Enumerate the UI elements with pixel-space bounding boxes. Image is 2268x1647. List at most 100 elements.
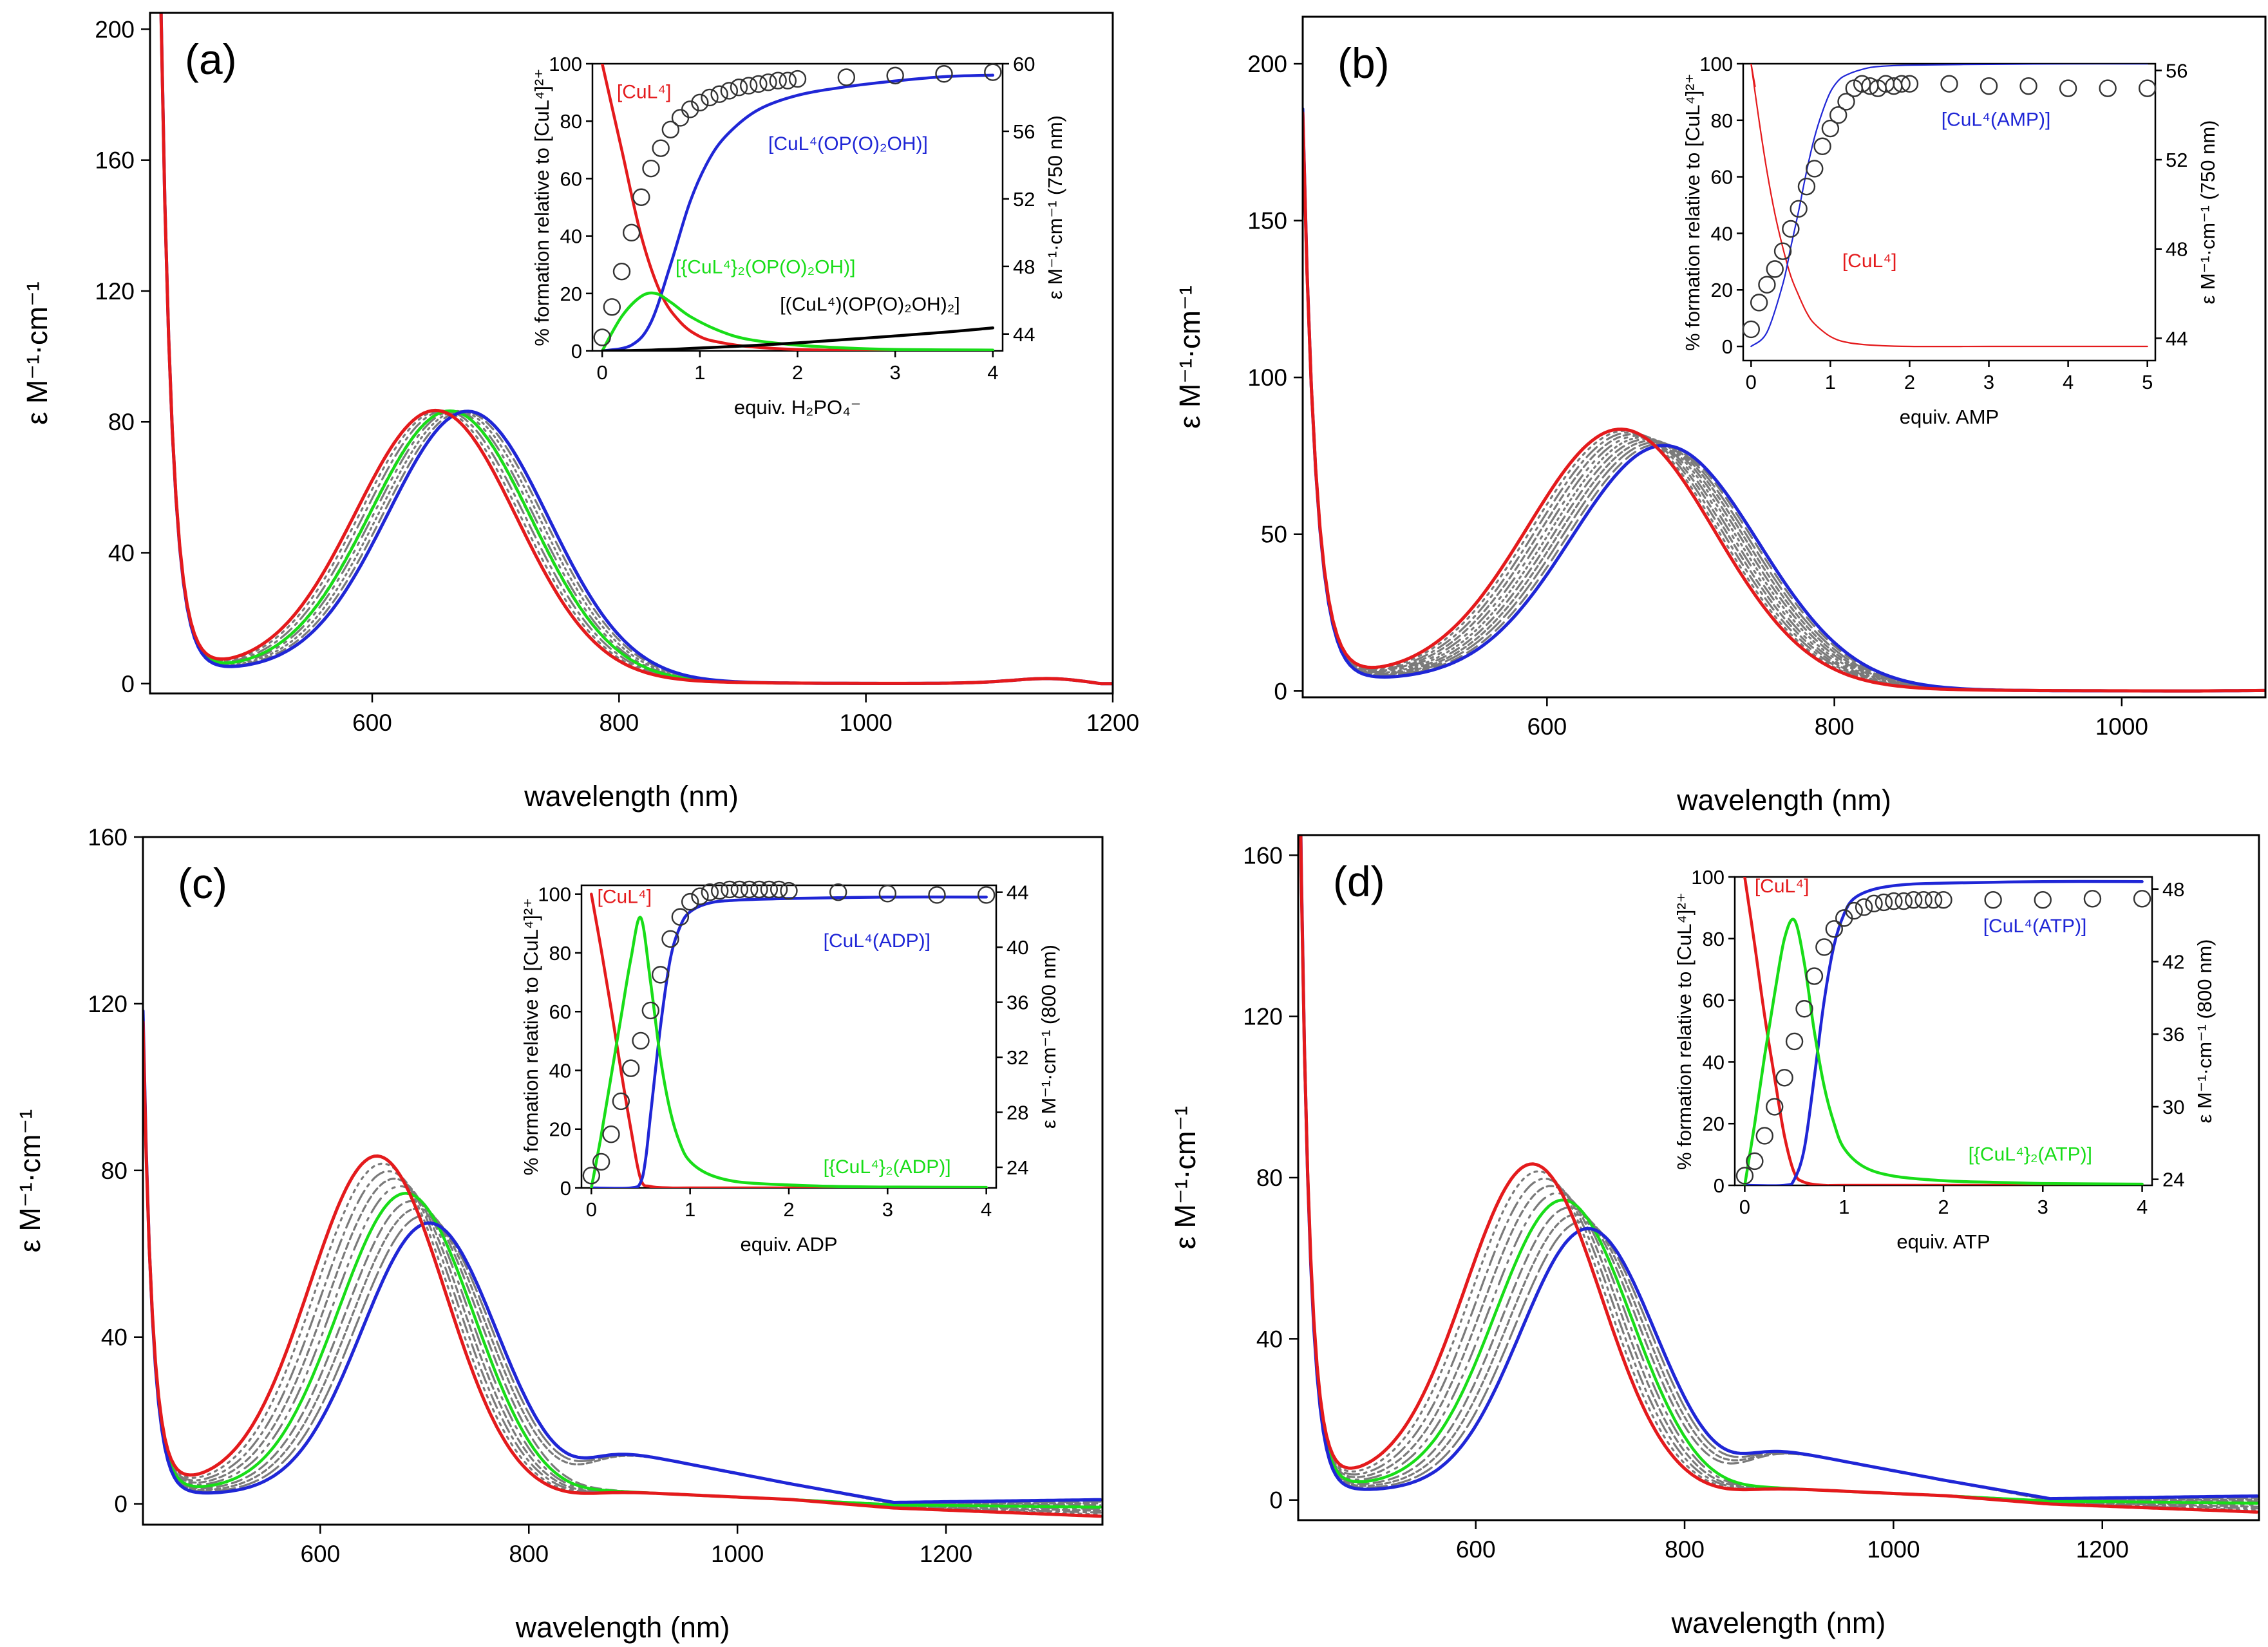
x-tick-label: 800 — [1815, 713, 1855, 740]
inset-y-tick-label: 100 — [549, 53, 582, 75]
panel-label: (b) — [1337, 39, 1390, 87]
inset-point — [1815, 938, 1833, 956]
x-tick-label: 600 — [352, 710, 392, 736]
y-axis-label: ε M⁻¹·cm⁻¹ — [1169, 1106, 1202, 1250]
inset-x-tick-label: 0 — [1739, 1196, 1750, 1218]
inset-point — [632, 188, 650, 206]
inset-point — [2138, 79, 2157, 97]
y-tick-label: 0 — [114, 1491, 128, 1518]
inset-point — [602, 1125, 620, 1143]
inset-b: 0 1 2 3 4 5 0 20 40 60 80 100 44 48 52 56 equiv. AMP % fo… — [1681, 53, 2219, 428]
inset-point — [780, 881, 798, 900]
inset-y-tick-label: 100 — [538, 883, 571, 906]
inset-y-tick-label: 0 — [1722, 335, 1733, 358]
spectrum-final — [143, 1009, 1102, 1504]
inset-series-0 — [1750, 64, 2148, 348]
inset-x-tick-label: 0 — [586, 1198, 597, 1221]
panel-label: (d) — [1333, 858, 1385, 905]
y-tick-label: 50 — [1261, 522, 1287, 548]
inset-y2-axis-label: ε M⁻¹·cm⁻¹ (750 nm) — [1044, 115, 1066, 299]
inset-y-tick-label: 0 — [560, 1177, 571, 1200]
inset-point — [701, 883, 719, 901]
inset-x-tick-label: 3 — [882, 1198, 893, 1221]
inset-y-tick-label: 80 — [1703, 928, 1725, 950]
inset-series-label: [(CuL⁴)(OP(O)₂OH)₂] — [780, 294, 960, 315]
inset-frame — [1734, 876, 2153, 1187]
spectra-a — [159, 13, 1113, 686]
spectrum-initial — [143, 1020, 1102, 1518]
inset-series-1 — [600, 73, 995, 351]
y-tick-label: 80 — [108, 409, 135, 435]
inset-y-tick-label: 80 — [1711, 109, 1733, 132]
inset-frame — [1742, 62, 2157, 362]
inset-x-tick-label: 0 — [597, 361, 608, 384]
inset-point — [1742, 320, 1761, 339]
inset-point — [1735, 1167, 1754, 1185]
inset-point — [770, 880, 788, 899]
inset-point — [2133, 890, 2151, 908]
inset-point — [691, 93, 709, 112]
inset-point — [2034, 890, 2052, 909]
inset-point — [622, 223, 641, 242]
inset-point — [1821, 119, 1840, 138]
inset-point — [1900, 75, 1919, 93]
y-tick-label: 40 — [108, 540, 135, 566]
panel-label: (a) — [185, 35, 237, 83]
inset-y-tick-label: 40 — [549, 1059, 571, 1082]
spectrum-intermediate-6 — [160, 13, 1113, 685]
spectrum-intermediate-3 — [1303, 111, 2265, 692]
inset-y-tick-label: 20 — [1711, 279, 1733, 301]
inset-x-axis-label: equiv. ATP — [1896, 1230, 1990, 1253]
inset-x-tick-label: 5 — [2142, 371, 2153, 393]
inset-point — [759, 73, 777, 91]
inset-point — [769, 71, 787, 89]
y-tick-label: 120 — [88, 991, 128, 1017]
inset-point — [1980, 77, 1998, 95]
x-tick-label: 1000 — [2095, 713, 2148, 740]
inset-y-tick-label: 60 — [549, 1001, 571, 1023]
inset-y2-tick-label: 52 — [1013, 188, 1035, 211]
spectra-d — [1299, 835, 2259, 1514]
inset-point — [730, 79, 748, 97]
y-tick-label: 150 — [1247, 208, 1287, 234]
inset-y-tick-label: 40 — [1703, 1051, 1725, 1073]
panel-label: (c) — [178, 860, 227, 907]
inset-point — [878, 885, 897, 903]
inset-point — [1806, 160, 1824, 178]
inset-series-2 — [1750, 64, 1756, 88]
inset-y-axis-label: % formation relative to [CuL⁴]²⁺ — [520, 898, 542, 1175]
inset-point — [1845, 901, 1863, 920]
inset-point — [1865, 894, 1883, 913]
inset-point — [603, 298, 621, 316]
spectra-b — [1303, 107, 2265, 693]
spectrum-initial — [159, 13, 1113, 686]
inset-point — [681, 100, 699, 118]
inset-point — [1875, 893, 1893, 912]
y-tick-label: 120 — [95, 278, 135, 305]
inset-point — [721, 880, 739, 899]
inset-point — [651, 966, 670, 984]
inset-point — [739, 77, 758, 95]
y-axis-label: ε M⁻¹·cm⁻¹ — [14, 1109, 46, 1253]
y-tick-label: 160 — [88, 824, 128, 851]
inset-y-tick-label: 60 — [560, 167, 582, 190]
inset-point — [1895, 892, 1913, 910]
inset-point — [593, 328, 611, 346]
y-tick-label: 0 — [1269, 1487, 1283, 1514]
inset-point — [1766, 260, 1784, 278]
inset-point — [671, 908, 690, 926]
x-tick-label: 1000 — [1867, 1536, 1920, 1563]
inset-x-axis-label: equiv. H₂PO₄⁻ — [734, 396, 861, 419]
inset-point — [1924, 890, 1943, 909]
inset-point — [1813, 137, 1831, 155]
y-tick-label: 200 — [95, 16, 135, 42]
inset-point — [701, 88, 719, 107]
inset-point — [1940, 75, 1958, 93]
inset-point — [1758, 276, 1776, 294]
inset-y-tick-label: 40 — [560, 225, 582, 248]
